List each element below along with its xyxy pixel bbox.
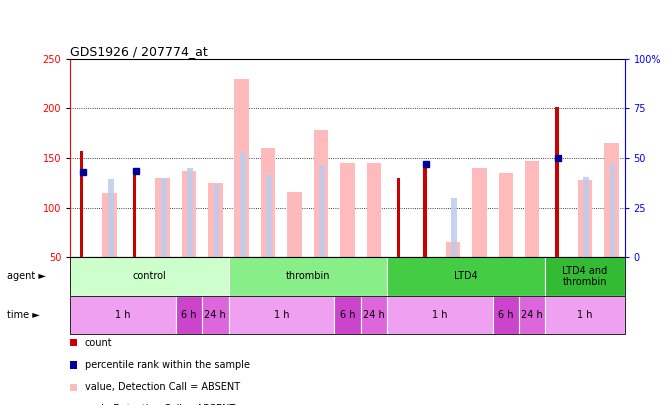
Bar [214, 184, 219, 257]
Text: percentile rank within the sample: percentile rank within the sample [85, 360, 250, 370]
Bar [70, 296, 176, 334]
Text: thrombin: thrombin [285, 271, 330, 281]
Bar [228, 296, 334, 334]
Text: GDS1926 / 207774_at: GDS1926 / 207774_at [70, 45, 208, 58]
Bar [519, 296, 545, 334]
Bar [545, 257, 625, 296]
Bar [202, 296, 228, 334]
Bar [604, 143, 619, 257]
Bar [240, 152, 246, 257]
Text: 6 h: 6 h [498, 310, 514, 320]
Bar [314, 130, 328, 257]
Bar [319, 165, 325, 257]
Text: 24 h: 24 h [521, 310, 543, 320]
Bar [397, 178, 400, 257]
Text: 1 h: 1 h [274, 310, 289, 320]
Bar [472, 168, 486, 257]
Bar [187, 168, 193, 257]
Bar [492, 296, 519, 334]
Bar [609, 163, 615, 257]
Text: 6 h: 6 h [181, 310, 196, 320]
Bar [451, 198, 457, 257]
Bar [108, 179, 114, 257]
Bar [267, 175, 272, 257]
Bar [228, 257, 387, 296]
Bar [261, 148, 275, 257]
Bar [80, 151, 84, 257]
Bar [498, 173, 513, 257]
Bar [367, 163, 381, 257]
Bar [583, 177, 589, 257]
Bar [446, 242, 460, 257]
Text: 1 h: 1 h [115, 310, 131, 320]
Text: value, Detection Call = ABSENT: value, Detection Call = ABSENT [85, 382, 240, 392]
Bar [287, 192, 302, 257]
Bar [525, 161, 540, 257]
Text: LTD4 and
thrombin: LTD4 and thrombin [562, 266, 608, 287]
Bar [161, 178, 166, 257]
Bar [182, 171, 196, 257]
Bar [545, 296, 625, 334]
Bar [555, 107, 558, 257]
Bar [387, 296, 492, 334]
Bar [234, 79, 249, 257]
Bar [70, 257, 228, 296]
Bar [387, 257, 545, 296]
Bar [578, 180, 593, 257]
Bar [176, 296, 202, 334]
Text: 24 h: 24 h [363, 310, 385, 320]
Bar [424, 164, 427, 257]
Bar [340, 163, 355, 257]
Bar [133, 171, 136, 257]
Text: control: control [132, 271, 166, 281]
Text: LTD4: LTD4 [454, 271, 478, 281]
Text: 24 h: 24 h [204, 310, 226, 320]
Text: time ►: time ► [7, 310, 39, 320]
Bar [102, 193, 117, 257]
Text: agent ►: agent ► [7, 271, 45, 281]
Bar [361, 296, 387, 334]
Bar [208, 183, 222, 257]
Text: count: count [85, 338, 112, 347]
Text: 1 h: 1 h [577, 310, 593, 320]
Text: 6 h: 6 h [339, 310, 355, 320]
Bar [155, 178, 170, 257]
Text: 1 h: 1 h [432, 310, 448, 320]
Bar [334, 296, 361, 334]
